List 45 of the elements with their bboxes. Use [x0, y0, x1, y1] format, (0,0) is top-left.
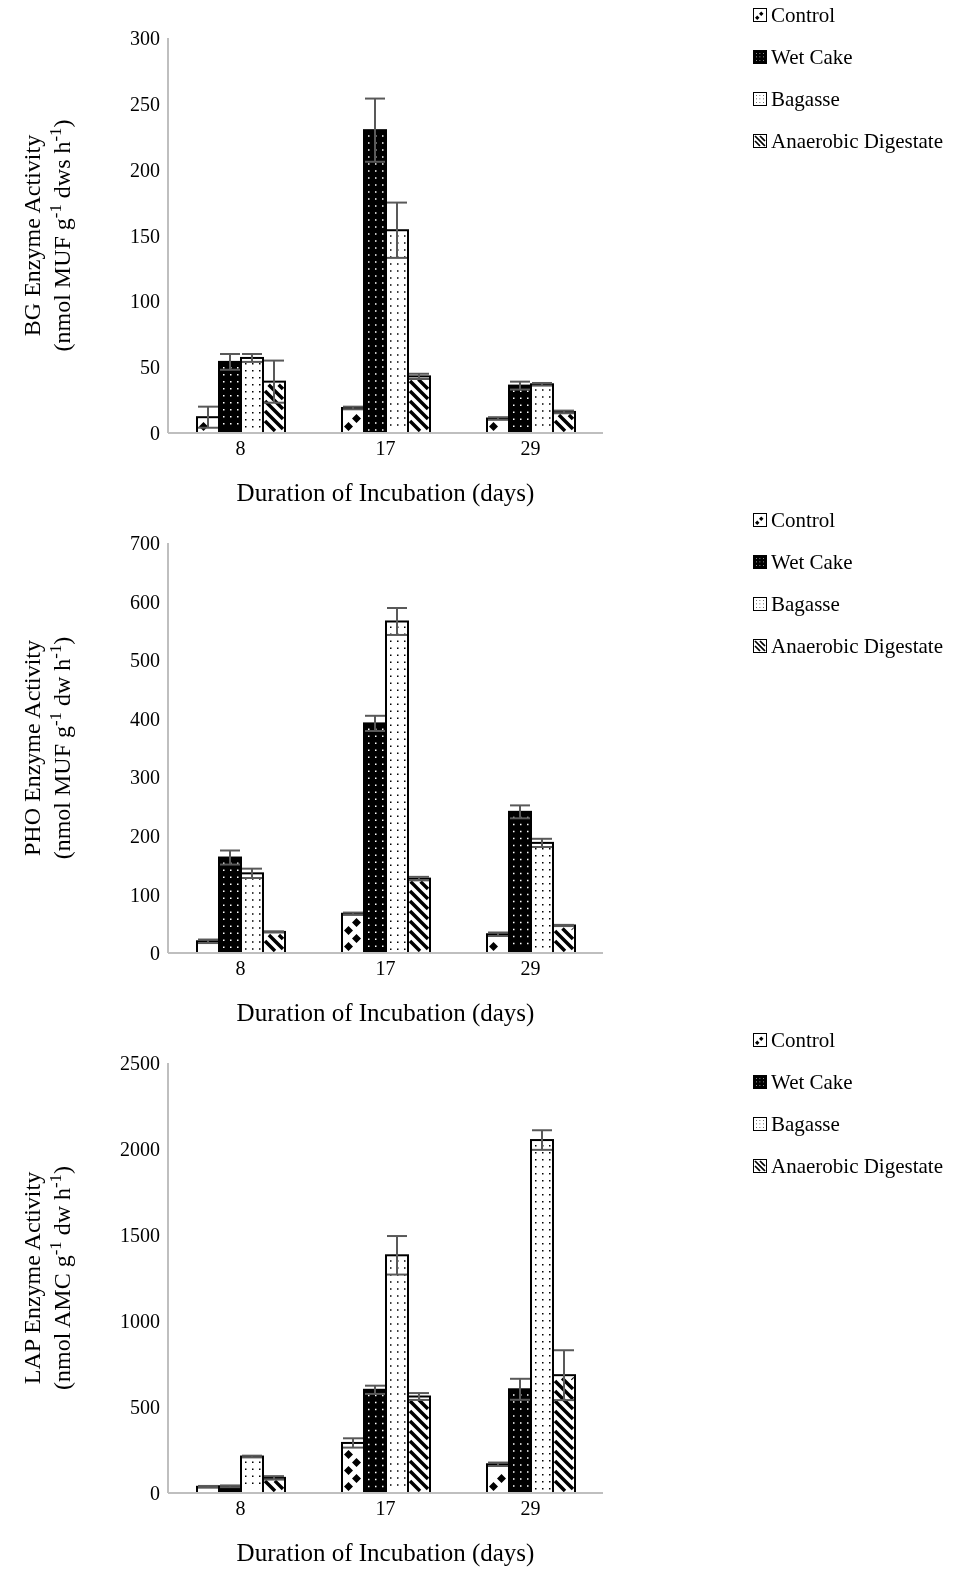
- x-tick-label: 17: [375, 1497, 396, 1520]
- x-tick-label: 17: [375, 957, 396, 980]
- y-tick-label: 0: [150, 1482, 160, 1505]
- y-tick-label: 2500: [120, 1052, 160, 1075]
- y-tick-label: 200: [130, 158, 160, 181]
- y-tick-label: 0: [150, 422, 160, 445]
- legend-label: Bagasse: [771, 591, 840, 617]
- y-tick-label: 300: [130, 766, 160, 789]
- y-tick-label: 600: [130, 590, 160, 613]
- legend-label: Wet Cake: [771, 1069, 853, 1095]
- y-tick-label: 100: [130, 883, 160, 906]
- x-tick-label: 17: [375, 437, 396, 460]
- legend-label: Bagasse: [771, 1111, 840, 1137]
- y-tick-label: 0: [150, 942, 160, 965]
- y-tick-label: 300: [130, 27, 160, 50]
- y-tick-label: 1000: [120, 1310, 160, 1333]
- legend-label: Control: [771, 2, 836, 28]
- y-tick-label: 50: [140, 356, 160, 379]
- x-tick-label: 29: [520, 957, 541, 980]
- legend-label: Wet Cake: [771, 549, 853, 575]
- legend-label: Control: [771, 507, 836, 533]
- y-tick-label: 150: [130, 224, 160, 247]
- y-tick-label: 2000: [120, 1138, 160, 1161]
- y-tick-label: 1500: [120, 1224, 160, 1247]
- x-axis-title: Duration of Incubation (days): [236, 479, 535, 507]
- y-tick-label: 400: [130, 707, 160, 730]
- x-axis-title: Duration of Incubation (days): [236, 999, 535, 1027]
- y-tick-label: 200: [130, 824, 160, 847]
- x-tick-label: 29: [520, 1497, 541, 1520]
- x-axis-title: Duration of Incubation (days): [236, 1539, 535, 1567]
- legend-label: Anaerobic Digestate: [771, 128, 944, 154]
- y-tick-label: 100: [130, 290, 160, 313]
- y-tick-label: 500: [130, 649, 160, 672]
- y-tick-label: 500: [130, 1396, 160, 1419]
- legend-label: Anaerobic Digestate: [771, 1153, 944, 1179]
- legend-label: Anaerobic Digestate: [771, 633, 944, 659]
- y-tick-label: 250: [130, 92, 160, 115]
- x-tick-label: 8: [235, 437, 246, 460]
- legend-label: Control: [771, 1027, 836, 1053]
- x-tick-label: 8: [235, 1497, 246, 1520]
- legend-label: Bagasse: [771, 86, 840, 112]
- y-tick-label: 700: [130, 532, 160, 555]
- legend-label: Wet Cake: [771, 44, 853, 70]
- x-tick-label: 29: [520, 437, 541, 460]
- x-tick-label: 8: [235, 957, 246, 980]
